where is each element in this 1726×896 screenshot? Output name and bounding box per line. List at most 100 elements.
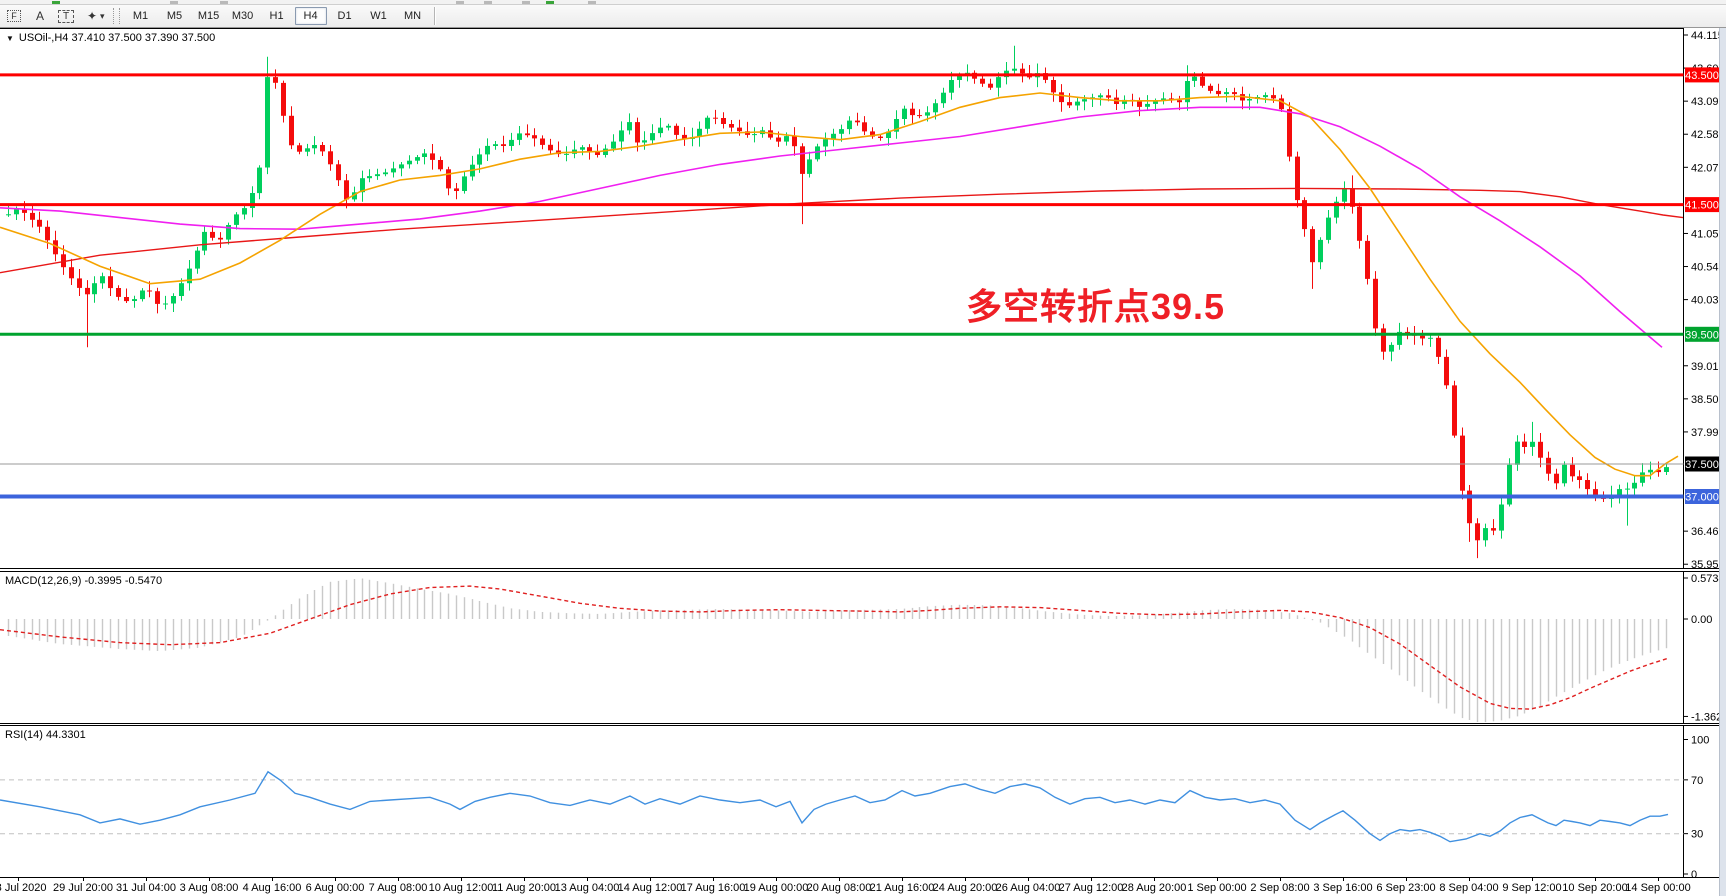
macd-histogram bbox=[7, 578, 1668, 723]
clipped-icon bbox=[170, 1, 178, 4]
time-tick bbox=[272, 878, 273, 881]
time-label: 29 Jul 20:00 bbox=[53, 882, 113, 894]
symbol-ohlc-line[interactable]: ▼ USOil-,H4 37.410 37.500 37.390 37.500 bbox=[6, 32, 215, 44]
svg-text:100: 100 bbox=[1691, 735, 1709, 747]
timeframe-button-M15[interactable]: M15 bbox=[197, 10, 220, 22]
svg-text:0.5734: 0.5734 bbox=[1691, 573, 1725, 585]
macd-axis[interactable]: 0.5734 0.00 -1.3628 bbox=[1684, 573, 1726, 723]
rsi-axis[interactable]: 100 70 30 0 bbox=[1684, 735, 1709, 881]
time-tick bbox=[335, 878, 336, 881]
svg-text:40.545: 40.545 bbox=[1691, 262, 1725, 274]
svg-text:0.00: 0.00 bbox=[1691, 614, 1712, 626]
svg-text:0: 0 bbox=[1691, 869, 1697, 877]
clipped-icon bbox=[522, 1, 530, 4]
dropdown-caret-icon[interactable]: ▾ bbox=[100, 10, 105, 21]
arrow-styles-icon[interactable]: ✦ bbox=[86, 9, 98, 23]
time-tick bbox=[1028, 878, 1029, 881]
svg-text:70: 70 bbox=[1691, 775, 1703, 787]
time-tick bbox=[839, 878, 840, 881]
time-label: 7 Aug 08:00 bbox=[368, 882, 428, 894]
time-label: 4 Aug 16:00 bbox=[242, 882, 302, 894]
time-tick bbox=[587, 878, 588, 881]
time-tick bbox=[902, 878, 903, 881]
clipped-icon bbox=[546, 1, 554, 4]
timeframe-button-MN[interactable]: MN bbox=[403, 10, 422, 22]
time-label: 11 Aug 20:00 bbox=[491, 882, 557, 894]
time-label: 9 Sep 12:00 bbox=[1502, 882, 1562, 894]
time-tick bbox=[1154, 878, 1155, 881]
panel-splitter[interactable] bbox=[0, 568, 1726, 572]
price-chart-panel: 44.11543.60543.09542.58542.07541.05540.5… bbox=[0, 28, 1726, 571]
rsi-panel: 100 70 30 0 RSI(14) 44.3301 bbox=[0, 726, 1726, 881]
svg-text:42.585: 42.585 bbox=[1691, 129, 1725, 141]
time-tick bbox=[83, 878, 84, 881]
toolbar: F A T ✦ ▾ M1 M5 M15 M30 H1 H4 D1 W1 MN bbox=[0, 5, 1726, 28]
timeframe-button-H4[interactable]: H4 bbox=[294, 7, 327, 25]
price-chart-canvas[interactable]: 44.11543.60543.09542.58542.07541.05540.5… bbox=[0, 28, 1726, 571]
time-tick bbox=[209, 878, 210, 881]
timeframe-button-M5[interactable]: M5 bbox=[166, 10, 183, 22]
chart-annotation: 多空转折点39.5 bbox=[966, 286, 1226, 327]
time-label: 17 Aug 16:00 bbox=[680, 882, 746, 894]
right-edge-strip bbox=[1719, 28, 1726, 896]
clipped-icon bbox=[484, 1, 492, 4]
text-label-icon[interactable]: A bbox=[35, 9, 44, 23]
svg-text:43.500: 43.500 bbox=[1685, 70, 1719, 82]
time-tick bbox=[1406, 878, 1407, 881]
svg-text:30: 30 bbox=[1691, 829, 1703, 841]
timeframe-button-M1[interactable]: M1 bbox=[132, 10, 149, 22]
time-label: 19 Aug 00:00 bbox=[743, 882, 809, 894]
svg-text:42.075: 42.075 bbox=[1691, 162, 1725, 174]
rsi-line bbox=[0, 770, 1669, 843]
time-tick bbox=[965, 878, 966, 881]
time-label: 28 Jul 2020 bbox=[0, 882, 47, 894]
svg-text:37.500: 37.500 bbox=[1685, 459, 1719, 471]
time-label: 6 Aug 00:00 bbox=[305, 882, 365, 894]
svg-text:44.115: 44.115 bbox=[1691, 30, 1724, 42]
time-tick bbox=[1595, 878, 1596, 881]
time-tick bbox=[713, 878, 714, 881]
macd-canvas[interactable]: 0.5734 0.00 -1.3628 bbox=[0, 572, 1726, 723]
time-label: 3 Sep 16:00 bbox=[1313, 882, 1373, 894]
clipped-icon bbox=[588, 1, 596, 4]
time-label: 14 Aug 12:00 bbox=[617, 882, 683, 894]
time-tick bbox=[1091, 878, 1092, 881]
svg-text:43.095: 43.095 bbox=[1691, 96, 1725, 108]
horizontal-level-lines bbox=[0, 73, 1684, 499]
time-tick bbox=[1280, 878, 1281, 881]
timeframe-button-M30[interactable]: M30 bbox=[231, 10, 254, 22]
clipped-icon bbox=[456, 1, 464, 4]
time-label: 10 Aug 12:00 bbox=[428, 882, 494, 894]
time-label: 21 Aug 16:00 bbox=[869, 882, 935, 894]
rsi-canvas[interactable]: 100 70 30 0 bbox=[0, 726, 1726, 881]
time-tick bbox=[650, 878, 651, 881]
time-label: 24 Aug 20:00 bbox=[932, 882, 998, 894]
svg-text:37.000: 37.000 bbox=[1685, 491, 1719, 503]
time-tick bbox=[1217, 878, 1218, 881]
symbol-ohlc-text: USOil-,H4 37.410 37.500 37.390 37.500 bbox=[18, 32, 216, 44]
collapse-arrow-icon[interactable]: ▼ bbox=[6, 33, 14, 43]
candlestick-series bbox=[6, 45, 1669, 559]
timeframe-group: M1 M5 M15 M30 H1 H4 D1 W1 MN bbox=[124, 7, 430, 25]
grid-f-icon[interactable]: F bbox=[2, 7, 26, 25]
svg-text:38.505: 38.505 bbox=[1691, 394, 1725, 406]
time-label: 26 Aug 04:00 bbox=[995, 882, 1061, 894]
text-box-icon[interactable]: T bbox=[54, 7, 78, 25]
timeframe-button-H1[interactable]: H1 bbox=[269, 10, 284, 22]
time-tick bbox=[398, 878, 399, 881]
time-tick bbox=[524, 878, 525, 881]
svg-text:36.465: 36.465 bbox=[1691, 526, 1725, 538]
time-label: 14 Sep 00:00 bbox=[1625, 882, 1691, 894]
time-tick bbox=[1469, 878, 1470, 881]
macd-panel: 0.5734 0.00 -1.3628 MACD(12,26,9) -0.3995 … bbox=[0, 572, 1726, 723]
macd-signal-line bbox=[0, 585, 1669, 710]
toolbar-grip[interactable] bbox=[112, 8, 120, 24]
time-label: 8 Sep 04:00 bbox=[1439, 882, 1499, 894]
time-tick bbox=[1343, 878, 1344, 881]
timeframe-button-D1[interactable]: D1 bbox=[337, 10, 352, 22]
panel-splitter[interactable] bbox=[0, 723, 1726, 726]
rsi-label: RSI(14) 44.3301 bbox=[5, 729, 86, 741]
timeframe-button-W1[interactable]: W1 bbox=[370, 10, 387, 22]
macd-label: MACD(12,26,9) -0.3995 -0.5470 bbox=[5, 575, 163, 587]
